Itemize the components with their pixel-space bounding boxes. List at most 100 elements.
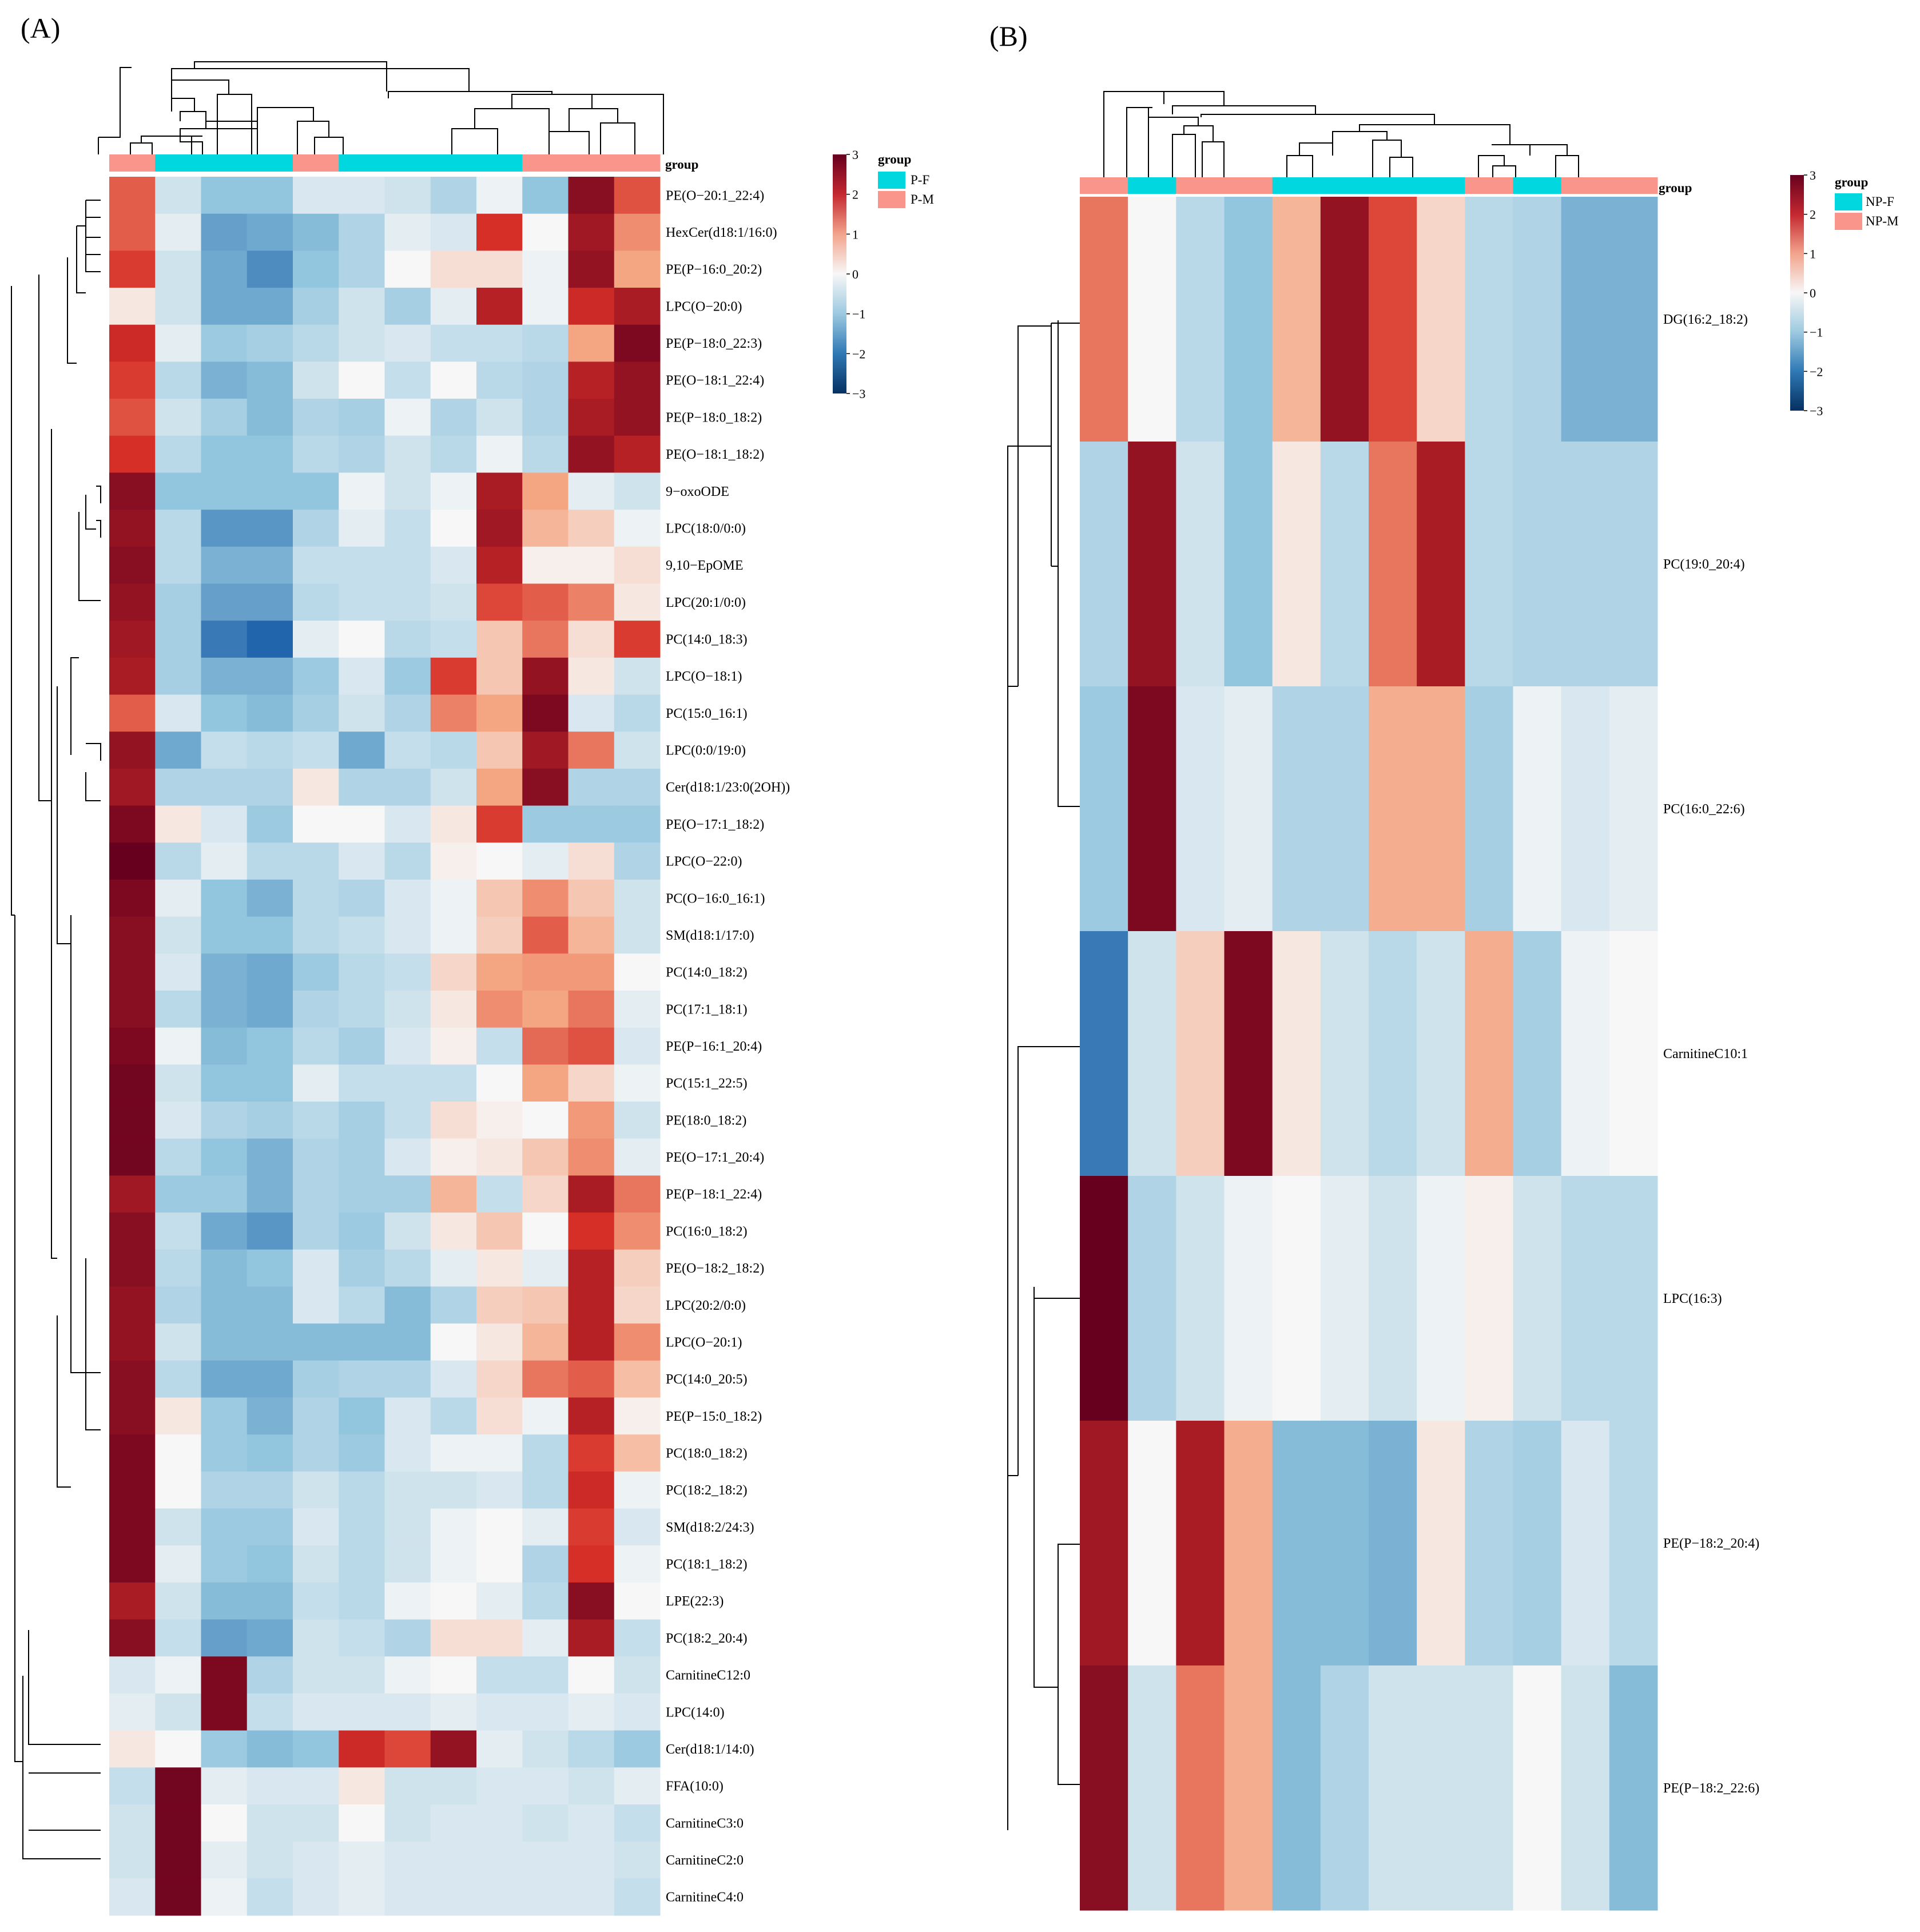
a-heatmap-cell xyxy=(614,1730,661,1768)
a-row-label: PE(O−18:1_18:2) xyxy=(666,447,764,462)
a-row-label: LPC(14:0) xyxy=(666,1705,725,1720)
a-heatmap-cell xyxy=(201,768,248,806)
a-heatmap-cell xyxy=(522,1323,569,1361)
a-heatmap-cell xyxy=(522,805,569,843)
a-heatmap-cell xyxy=(614,1175,661,1213)
a-heatmap-cell xyxy=(109,990,156,1028)
a-heatmap-cell xyxy=(109,1360,156,1398)
a-annotation-cell xyxy=(384,154,431,172)
b-heatmap-cell xyxy=(1128,1665,1176,1911)
a-heatmap-cell xyxy=(293,1397,339,1435)
a-heatmap-cell xyxy=(155,1878,201,1916)
a-heatmap-cell xyxy=(476,288,523,325)
panel-a-annotation-label: group xyxy=(665,157,698,172)
a-heatmap-cell xyxy=(476,1175,523,1213)
a-heatmap-cell xyxy=(568,435,615,473)
b-heatmap-cell xyxy=(1561,931,1610,1176)
a-heatmap-cell xyxy=(109,399,156,436)
a-heatmap-cell xyxy=(109,546,156,584)
panel-a-legend-item-pf: P-F xyxy=(911,173,929,187)
a-heatmap-cell xyxy=(155,1175,201,1213)
a-heatmap-cell xyxy=(522,657,569,695)
a-heatmap-cell xyxy=(293,657,339,695)
panel-a-row-dendrogram xyxy=(11,200,101,1859)
a-heatmap-cell xyxy=(109,1434,156,1472)
a-annotation-cell xyxy=(522,154,569,172)
b-heatmap-cell xyxy=(1224,1665,1273,1911)
a-heatmap-cell xyxy=(522,1397,569,1435)
a-heatmap-cell xyxy=(339,288,385,325)
a-heatmap-cell xyxy=(384,324,431,362)
a-heatmap-cell xyxy=(476,1767,523,1805)
a-heatmap-cell xyxy=(476,990,523,1028)
a-heatmap-cell xyxy=(568,953,615,991)
panel-b-heatmap-cells xyxy=(1080,197,1658,1911)
b-heatmap-cell xyxy=(1224,442,1273,687)
a-heatmap-cell xyxy=(293,732,339,769)
b-heatmap-cell xyxy=(1465,931,1513,1176)
a-heatmap-cell xyxy=(476,768,523,806)
b-heatmap-cell xyxy=(1272,197,1321,442)
a-heatmap-cell xyxy=(109,953,156,991)
a-heatmap-cell xyxy=(430,805,477,843)
panel-a-group-annotation-bar xyxy=(109,154,661,172)
b-annotation-cell xyxy=(1561,177,1610,194)
a-heatmap-cell xyxy=(522,842,569,880)
a-heatmap-cell xyxy=(339,842,385,880)
a-heatmap-cell xyxy=(568,1360,615,1398)
a-heatmap-cell xyxy=(339,1582,385,1620)
a-heatmap-cell xyxy=(384,916,431,954)
a-annotation-cell xyxy=(109,154,156,172)
b-heatmap-cell xyxy=(1080,197,1128,442)
a-row-label: PE(P−15:0_18:2) xyxy=(666,1409,762,1424)
a-heatmap-cell xyxy=(339,251,385,288)
a-heatmap-cell xyxy=(430,694,477,732)
a-heatmap-cell xyxy=(201,1064,248,1102)
b-colorbar-tick-label: −2 xyxy=(1810,364,1823,379)
a-heatmap-cell xyxy=(522,288,569,325)
a-heatmap-cell xyxy=(384,213,431,251)
a-heatmap-cell xyxy=(522,1656,569,1694)
a-heatmap-cell xyxy=(293,435,339,473)
a-heatmap-cell xyxy=(568,732,615,769)
a-heatmap-cell xyxy=(430,1471,477,1509)
a-heatmap-cell xyxy=(109,732,156,769)
a-heatmap-cell xyxy=(614,510,661,547)
a-row-label: CarnitineC2:0 xyxy=(666,1853,744,1868)
b-colorbar-tick-label: −3 xyxy=(1810,404,1823,418)
b-heatmap-cell xyxy=(1176,197,1225,442)
a-heatmap-cell xyxy=(201,1249,248,1287)
a-heatmap-cell xyxy=(247,953,293,991)
b-heatmap-cell xyxy=(1609,686,1658,932)
a-heatmap-cell xyxy=(293,842,339,880)
a-heatmap-cell xyxy=(614,694,661,732)
a-heatmap-cell xyxy=(293,472,339,510)
a-heatmap-cell xyxy=(339,694,385,732)
a-heatmap-cell xyxy=(201,1027,248,1065)
a-heatmap-cell xyxy=(476,1545,523,1583)
panel-a-colorbar: 3 2 1 0 −1 −2 −3 xyxy=(833,148,865,401)
a-annotation-cell xyxy=(247,154,293,172)
a-heatmap-cell xyxy=(201,1656,248,1694)
a-heatmap-cell xyxy=(384,1102,431,1139)
b-colorbar-tick-label: 1 xyxy=(1810,247,1816,261)
a-heatmap-cell xyxy=(476,361,523,399)
a-heatmap-cell xyxy=(339,1693,385,1731)
a-heatmap-cell xyxy=(614,879,661,917)
panel-a-legend: group P-F P-M xyxy=(878,152,934,208)
a-heatmap-cell xyxy=(568,510,615,547)
a-heatmap-cell xyxy=(247,621,293,658)
a-heatmap-cell xyxy=(476,1064,523,1102)
a-heatmap-cell xyxy=(568,1471,615,1509)
a-heatmap-cell xyxy=(384,251,431,288)
a-heatmap-cell xyxy=(201,1619,248,1657)
a-heatmap-cell xyxy=(430,1102,477,1139)
a-heatmap-cell xyxy=(384,288,431,325)
a-heatmap-cell xyxy=(109,1656,156,1694)
a-heatmap-cell xyxy=(568,583,615,621)
a-heatmap-cell xyxy=(293,251,339,288)
a-heatmap-cell xyxy=(384,1693,431,1731)
a-heatmap-cell xyxy=(247,546,293,584)
a-heatmap-cell xyxy=(614,768,661,806)
